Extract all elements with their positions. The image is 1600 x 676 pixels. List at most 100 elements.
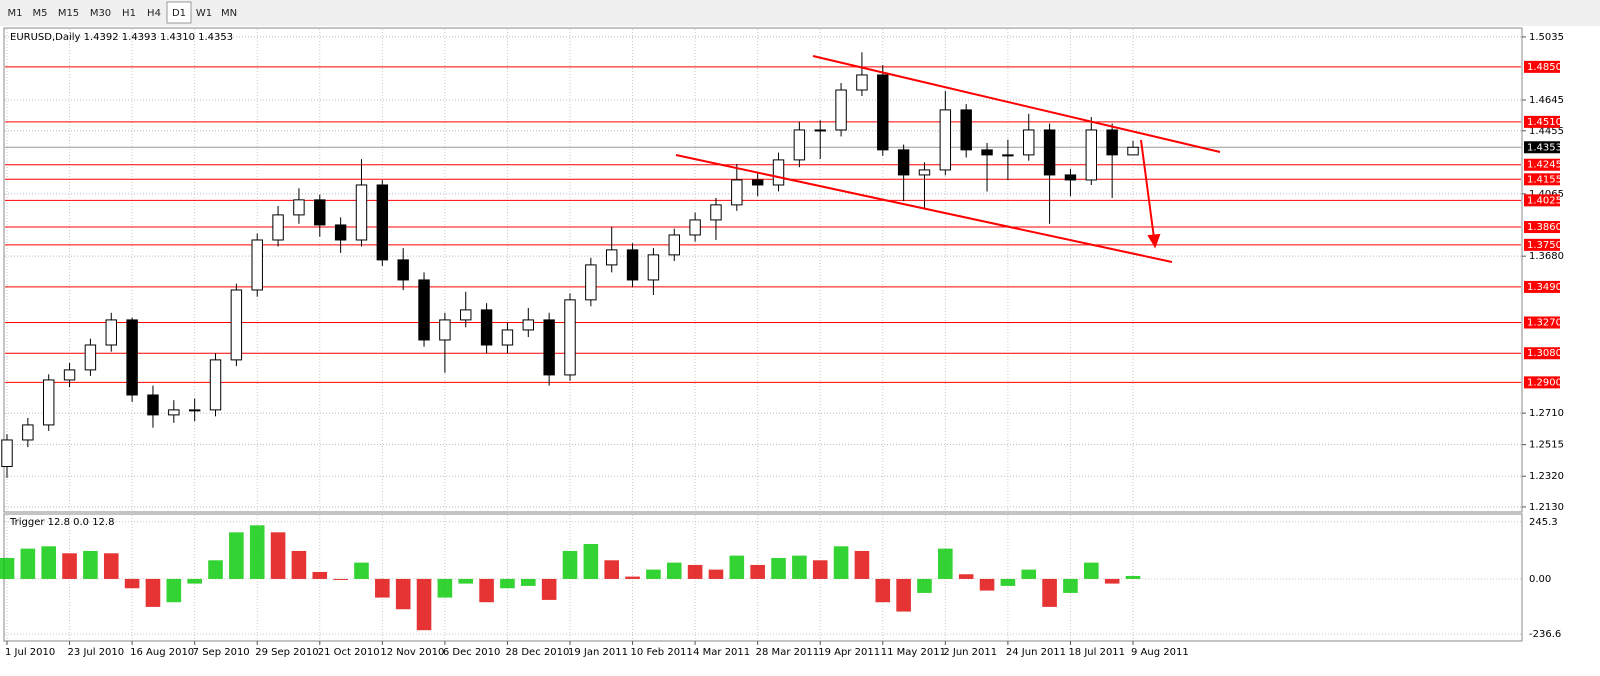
tab-button[interactable] (53, 2, 84, 23)
candle-body (668, 234, 680, 256)
candle-body (126, 319, 138, 396)
candle-body (897, 149, 910, 176)
timeframe-tab[interactable]: M1 (3, 2, 27, 23)
histogram-bar (208, 560, 223, 579)
indicator-title: Trigger 12.8 0.0 12.8 (9, 517, 114, 528)
x-tick-label: 16 Aug 2010 (130, 647, 194, 658)
level-label-box (1524, 238, 1560, 251)
tab-label[interactable]: H4 (147, 8, 161, 19)
histogram-bar (1083, 562, 1099, 579)
timeframe-tab[interactable]: H4 (142, 2, 166, 23)
y-tick-label: 1.4645 (1529, 95, 1564, 106)
histogram-bar (1042, 578, 1057, 607)
timeframe-tab[interactable]: MN (217, 2, 241, 23)
candle-body (793, 129, 806, 161)
tab-button[interactable] (192, 2, 216, 23)
candle-body (647, 254, 660, 281)
histogram-bar (103, 553, 119, 579)
chart-title: EURUSD,Daily 1.4392 1.4393 1.4310 1.4353 (10, 32, 233, 43)
timeframe-tab[interactable]: M15 (53, 2, 84, 23)
candle-body (1043, 129, 1056, 176)
level-label-box (1524, 60, 1560, 73)
level-label: 1.4155 (1527, 174, 1562, 185)
tab-label[interactable]: H1 (122, 8, 136, 19)
level-label-box (1524, 347, 1560, 360)
level-label: 1.3270 (1527, 318, 1562, 329)
indicator-tick-label: 0.00 (1529, 574, 1551, 585)
tab-label[interactable]: D1 (172, 8, 186, 19)
histogram-bar (729, 555, 745, 579)
candle-body (731, 179, 743, 206)
histogram-bar (416, 578, 432, 631)
indicator-tick-label: 245.3 (1529, 517, 1558, 528)
channel-lower (675, 154, 1173, 263)
histogram-bar (395, 578, 411, 610)
candle-body (626, 249, 639, 281)
histogram-bar (875, 578, 891, 603)
candle-body (1106, 129, 1118, 156)
x-tick-label: 21 Oct 2010 (318, 647, 380, 658)
timeframe-tab[interactable]: D1 (166, 1, 192, 24)
level-label-box (1524, 115, 1560, 128)
toolbar (0, 0, 1600, 26)
histogram-bar (500, 578, 515, 589)
x-tick-label: 1 Jul 2010 (5, 647, 55, 658)
tab-label[interactable]: M5 (33, 8, 48, 19)
histogram-bar (458, 578, 474, 584)
tab-label[interactable]: MN (221, 8, 237, 19)
timeframe-tab[interactable]: M30 (85, 2, 116, 23)
level-label: 1.3080 (1527, 348, 1562, 359)
candle-body (418, 279, 430, 341)
histogram-bar (437, 578, 453, 598)
tab-button[interactable] (3, 2, 27, 23)
candle-body (376, 184, 389, 261)
x-tick-label: 9 Aug 2011 (1131, 647, 1189, 658)
tab-label[interactable]: M1 (8, 8, 23, 19)
timeframe-tab[interactable]: H1 (117, 2, 141, 23)
tab-button[interactable] (142, 2, 166, 23)
tab-button[interactable] (117, 2, 141, 23)
timeframe-tab[interactable]: M5 (28, 2, 52, 23)
candle-body (751, 179, 764, 186)
candle-body (397, 259, 409, 281)
tab-button[interactable] (217, 2, 241, 23)
timeframe-tab[interactable]: W1 (192, 2, 216, 23)
candle-body (710, 204, 722, 221)
candle-body (22, 424, 34, 441)
histogram-bar (249, 525, 265, 579)
candle-body (1002, 154, 1014, 157)
histogram-bar (812, 560, 828, 579)
y-tick-label: 1.2130 (1529, 502, 1564, 513)
tab-label[interactable]: M15 (58, 8, 79, 19)
histogram-bar (646, 569, 661, 579)
histogram-bar (270, 532, 286, 579)
tab-button[interactable] (85, 2, 116, 23)
current-price-box (1524, 141, 1560, 154)
histogram-bar (479, 578, 494, 603)
histogram-bar (583, 543, 599, 579)
histogram-bar (520, 578, 536, 586)
histogram-bar (687, 564, 703, 579)
histogram-bar (166, 578, 182, 603)
tab-button[interactable] (166, 1, 192, 24)
candle-body (814, 129, 826, 132)
x-tick-label: 11 May 2011 (881, 647, 946, 658)
histogram-bar (938, 548, 953, 579)
x-tick-label: 19 Jan 2011 (568, 647, 628, 658)
candle-body (605, 249, 618, 266)
histogram-bar (792, 555, 807, 579)
level-label: 1.4245 (1527, 160, 1562, 171)
candle-body (981, 149, 993, 156)
tab-label[interactable]: M30 (90, 8, 111, 19)
candle-body (334, 224, 347, 241)
x-tick-label: 2 Jun 2011 (943, 647, 997, 658)
histogram-bar (541, 578, 557, 600)
level-label: 1.3860 (1527, 222, 1562, 233)
candle-body (501, 329, 514, 346)
tab-button[interactable] (28, 2, 52, 23)
candle-body (251, 239, 263, 291)
histogram-bar (333, 578, 348, 580)
x-tick-label: 10 Feb 2011 (631, 647, 693, 658)
tab-label[interactable]: W1 (196, 8, 212, 19)
histogram-bar (145, 578, 161, 607)
